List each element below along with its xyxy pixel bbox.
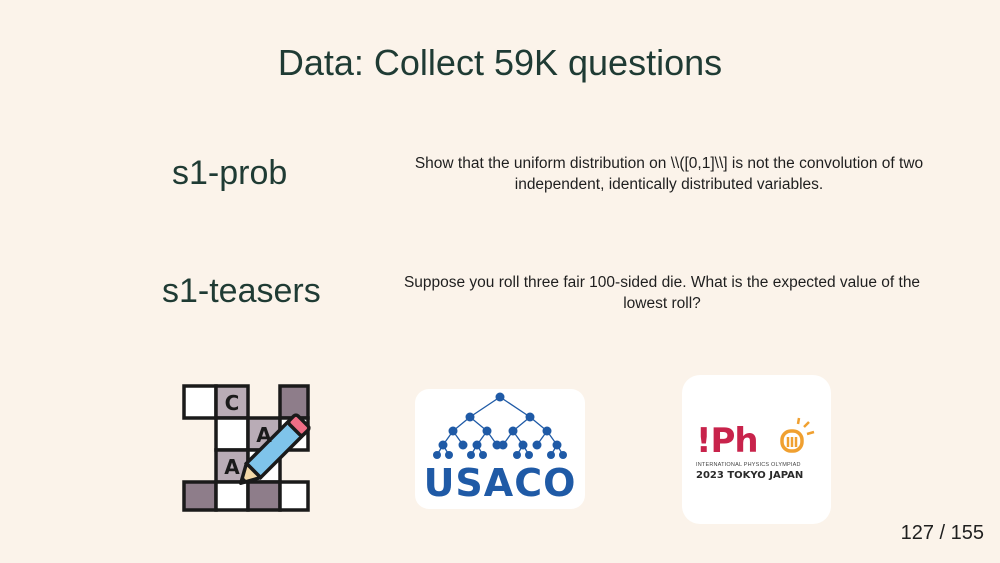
dataset-label-teasers: s1-teasers [162,272,321,310]
example-question-prob: Show that the uniform distribution on \\… [414,155,924,193]
crossword-letter-a-2: A [224,455,240,479]
ipho-sun-icon [780,417,815,453]
crossword-pencil-icon: C A A [182,384,312,514]
crossword-letter-c: C [225,391,240,415]
example-question-teasers: Suppose you roll three fair 100-sided di… [403,274,921,312]
slide-title: Data: Collect 59K questions [277,42,723,83]
dataset-label-prob: s1-prob [172,154,288,192]
usaco-logo: USACO [415,389,585,509]
page-number: 127 / 155 [900,522,984,544]
ipho-year-location: 2023 TOKYO JAPAN [696,470,804,481]
usaco-wordmark: USACO [423,461,577,505]
ipho-logo: !Ph INTERNATIONAL PHYSICS OLYMPIAD 2023 … [682,375,831,524]
ipho-subtitle: INTERNATIONAL PHYSICS OLYMPIAD [696,462,801,468]
usaco-tree-icon [433,392,567,459]
ipho-wordmark: !Ph [696,421,759,461]
crossword-letter-a-1: A [256,423,272,447]
